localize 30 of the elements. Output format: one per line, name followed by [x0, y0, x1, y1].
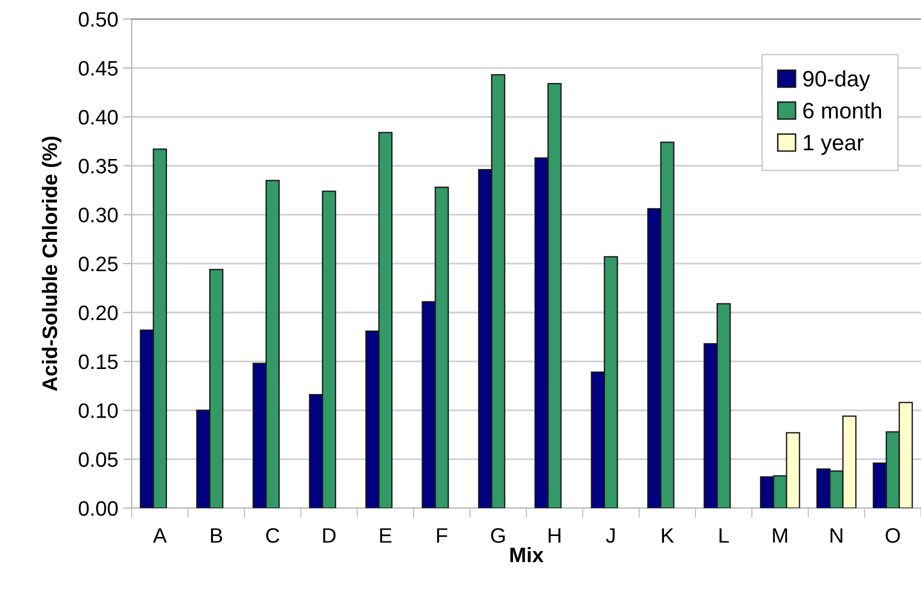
x-tick-label: E	[380, 528, 392, 543]
x-tick-label: D	[323, 528, 336, 543]
x-tick-label: O	[886, 528, 900, 543]
legend-label: 6 month	[803, 102, 882, 119]
legend-label: 1 year	[804, 134, 864, 155]
x-tick-label: A	[152, 528, 167, 543]
y-tick-label: 0.15	[78, 354, 118, 370]
x-tick-label: N	[830, 528, 842, 543]
x-axis-title: Mix	[510, 546, 544, 562]
y-tick-label: 0.35	[78, 158, 118, 174]
x-tick-label: G	[491, 528, 505, 543]
x-tick-label: F	[437, 528, 448, 543]
x-tick-label: J	[606, 528, 615, 543]
x-tick-label: K	[662, 528, 674, 543]
y-tick-label: 0.00	[78, 501, 118, 516]
x-tick-label: C	[266, 528, 280, 543]
y-tick-label: 0.50	[78, 12, 118, 27]
y-tick-label: 0.40	[78, 110, 118, 125]
y-tick-label: 0.10	[78, 403, 118, 418]
y-tick-label: 0.30	[78, 208, 118, 222]
x-tick-label: H	[548, 528, 560, 543]
x-tick-label: M	[773, 528, 788, 543]
y-tick-label: 0.05	[78, 452, 118, 467]
x-tick-label: B	[211, 528, 222, 543]
legend-label: 90-day	[803, 70, 870, 91]
y-axis-title: Acid-Soluble Chloride (%)	[42, 136, 62, 391]
x-tick-label: L	[720, 528, 729, 543]
y-tick-label: 0.25	[78, 256, 118, 272]
y-tick-label: 0.20	[78, 305, 118, 320]
y-tick-label: 0.45	[78, 60, 118, 76]
